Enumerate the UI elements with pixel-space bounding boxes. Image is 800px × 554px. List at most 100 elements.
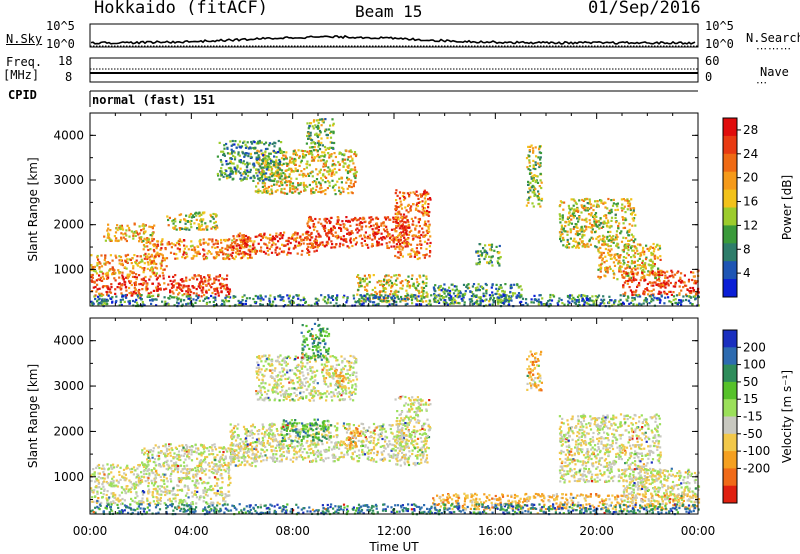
echo-cell bbox=[203, 253, 206, 256]
echo-cell bbox=[414, 297, 417, 300]
echo-cell bbox=[185, 295, 188, 298]
echo-cell bbox=[402, 213, 406, 216]
echo-cell bbox=[208, 274, 211, 277]
echo-cell bbox=[312, 191, 315, 194]
echo-cell bbox=[328, 219, 331, 222]
echo-cell bbox=[306, 172, 310, 175]
echo-cell bbox=[289, 182, 292, 185]
echo-cell bbox=[155, 245, 158, 249]
echo-cell bbox=[287, 297, 290, 300]
echo-cell bbox=[230, 242, 234, 245]
echo-cell bbox=[300, 253, 303, 256]
echo-cell bbox=[349, 237, 352, 240]
echo-cell bbox=[249, 152, 252, 155]
echo-cell bbox=[190, 240, 193, 243]
echo-cell bbox=[215, 255, 218, 258]
echo-cell bbox=[217, 279, 220, 282]
echo-cell bbox=[605, 259, 608, 262]
echo-cell bbox=[308, 183, 311, 187]
echo-cell bbox=[423, 256, 426, 259]
echo-cell bbox=[287, 251, 290, 254]
echo-cell bbox=[454, 295, 457, 298]
echo-cell bbox=[101, 298, 104, 301]
echo-cell bbox=[331, 234, 334, 237]
echo-cell bbox=[562, 238, 565, 242]
echo-cell bbox=[632, 267, 635, 270]
echo-cell bbox=[354, 243, 357, 246]
echo-cell bbox=[583, 234, 586, 237]
echo-cell bbox=[653, 255, 656, 258]
echo-cell bbox=[326, 179, 330, 183]
echo-cell bbox=[323, 155, 326, 158]
echo-cell bbox=[398, 212, 401, 215]
echo-cell bbox=[374, 286, 377, 289]
echo-cell bbox=[568, 221, 571, 224]
echo-cell bbox=[96, 283, 99, 286]
echo-cell bbox=[386, 244, 389, 248]
echo-cell bbox=[211, 216, 214, 219]
echo-cell bbox=[425, 224, 428, 227]
echo-cell bbox=[306, 243, 309, 246]
echo-cell bbox=[577, 242, 580, 245]
echo-cell bbox=[384, 297, 387, 300]
echo-cell bbox=[321, 241, 324, 244]
echo-cell bbox=[647, 293, 650, 296]
echo-cell bbox=[265, 178, 268, 181]
echo-cell bbox=[189, 302, 192, 305]
echo-cell bbox=[368, 216, 371, 219]
echo-cell bbox=[598, 235, 601, 238]
echo-cell bbox=[658, 301, 662, 304]
echo-cell bbox=[268, 247, 271, 251]
echo-cell bbox=[387, 295, 390, 298]
echo-cell bbox=[651, 253, 654, 256]
echo-cell bbox=[185, 245, 188, 248]
echo-cell bbox=[414, 234, 417, 237]
echo-cell bbox=[368, 234, 371, 237]
echo-cell bbox=[291, 182, 295, 185]
echo-cell bbox=[438, 301, 441, 304]
echo-cell bbox=[621, 209, 624, 212]
echo-cell bbox=[214, 226, 217, 229]
echo-cell bbox=[238, 235, 241, 238]
echo-cell bbox=[105, 298, 108, 301]
echo-cell bbox=[566, 240, 569, 244]
echo-cell bbox=[213, 287, 216, 291]
echo-cell bbox=[132, 267, 135, 270]
echo-cell bbox=[637, 304, 640, 307]
echo-cell bbox=[610, 216, 614, 219]
echo-cell bbox=[539, 294, 542, 297]
echo-cell bbox=[233, 151, 236, 154]
echo-cell bbox=[200, 285, 203, 288]
echo-cell bbox=[566, 244, 569, 247]
echo-cell bbox=[528, 161, 531, 164]
echo-cell bbox=[125, 255, 128, 258]
echo-cell bbox=[127, 226, 131, 230]
echo-cell bbox=[683, 281, 686, 284]
echo-cell bbox=[327, 236, 331, 239]
echo-cell bbox=[137, 295, 140, 298]
echo-cell bbox=[215, 251, 218, 254]
echo-cell bbox=[231, 246, 235, 249]
echo-cell bbox=[626, 299, 629, 302]
echo-cell bbox=[327, 298, 330, 301]
echo-cell bbox=[116, 228, 119, 232]
echo-cell bbox=[382, 299, 385, 302]
echo-cell bbox=[533, 298, 536, 301]
echo-cell bbox=[93, 269, 96, 272]
echo-cell bbox=[529, 189, 532, 192]
echo-cell bbox=[390, 238, 393, 241]
echo-cell bbox=[152, 259, 155, 262]
echo-cell bbox=[614, 221, 618, 224]
echo-cell bbox=[134, 300, 137, 303]
echo-cell bbox=[609, 299, 612, 302]
echo-cell bbox=[398, 274, 401, 277]
echo-cell bbox=[374, 290, 377, 294]
echo-cell bbox=[378, 296, 381, 299]
echo-cell bbox=[404, 278, 407, 282]
echo-cell bbox=[305, 238, 308, 241]
echo-cell bbox=[588, 238, 591, 241]
echo-cell bbox=[390, 286, 393, 289]
echo-cell bbox=[623, 294, 626, 297]
echo-cell bbox=[135, 276, 138, 279]
echo-cell bbox=[614, 213, 617, 216]
